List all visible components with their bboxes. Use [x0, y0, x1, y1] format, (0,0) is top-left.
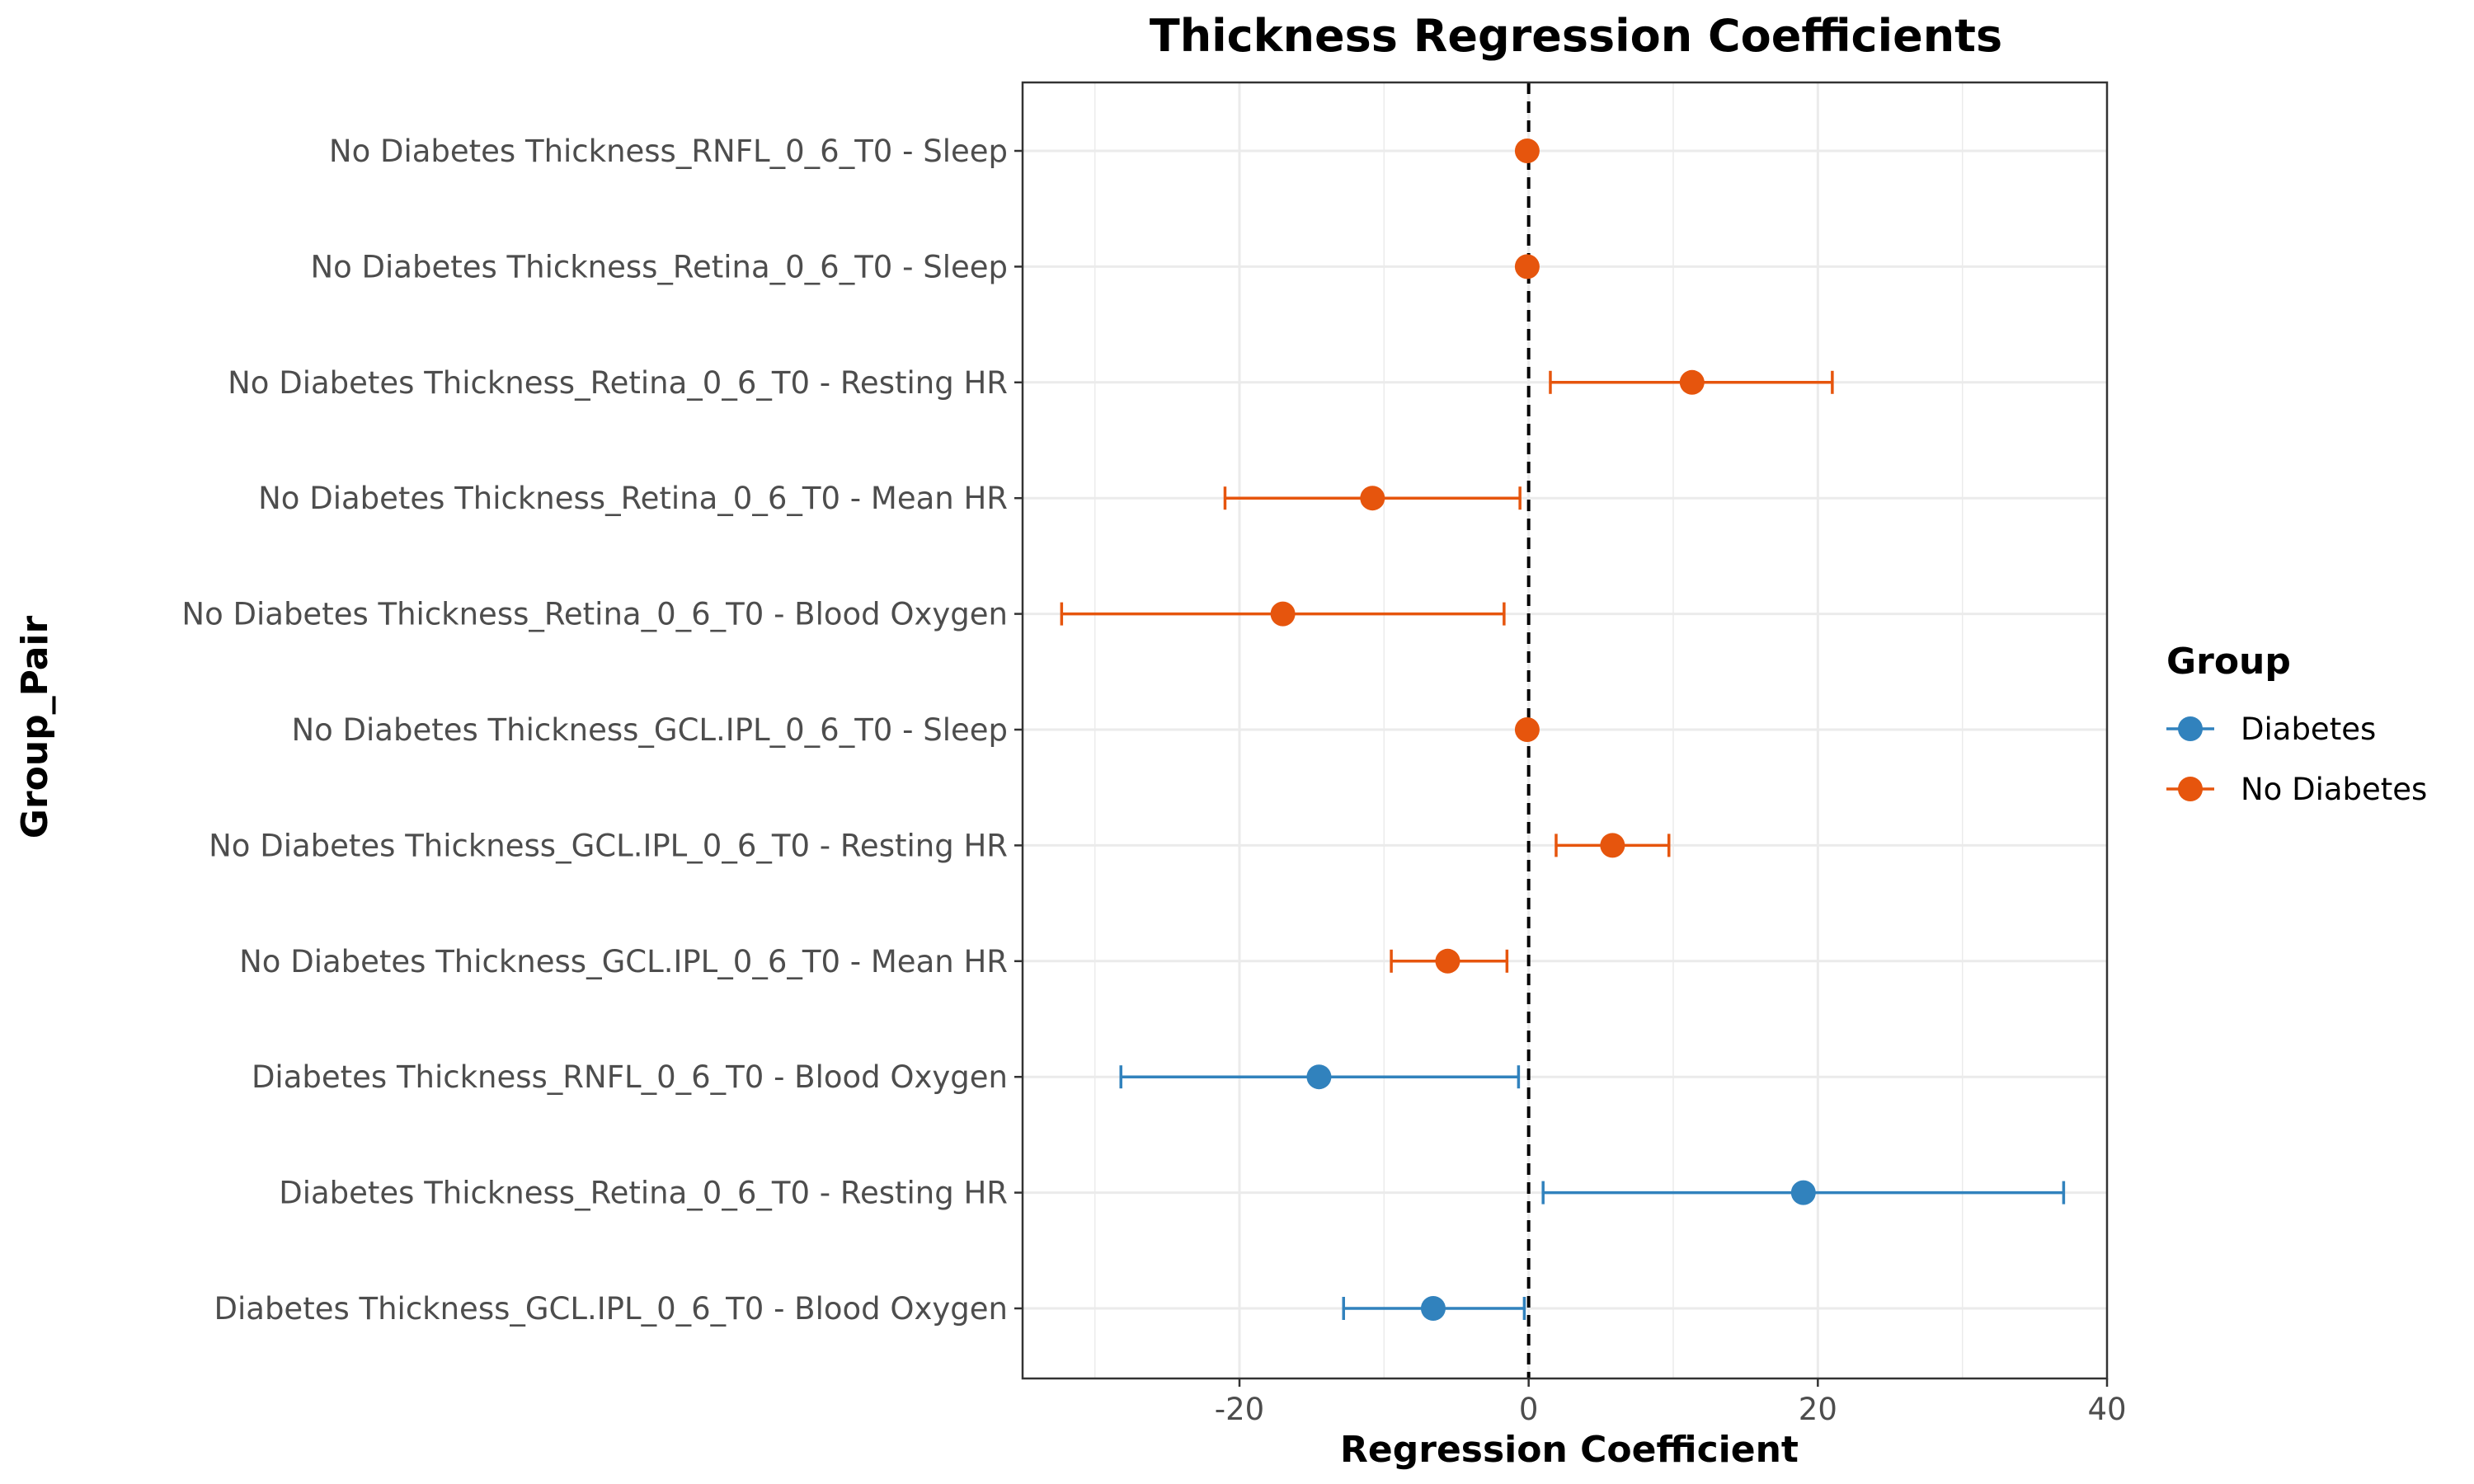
estimate-point — [1435, 949, 1460, 974]
y-tick-label: Diabetes Thickness_GCL.IPL_0_6_T0 - Bloo… — [214, 1291, 1009, 1327]
legend-title: Group — [2166, 641, 2291, 683]
y-axis-title: Group_Pair — [14, 616, 56, 839]
chart-title: Thickness Regression Coefficients — [1150, 10, 2002, 62]
legend-key — [2166, 716, 2214, 741]
x-tick-labels: -20 0 20 40 — [1215, 1378, 2127, 1427]
estimate-point — [1271, 602, 1296, 627]
x-tick-label: 0 — [1519, 1392, 1539, 1427]
estimate-point — [1515, 717, 1540, 742]
y-tick-labels: No Diabetes Thickness_RNFL_0_6_T0 - Slee… — [181, 134, 1023, 1327]
estimate-point — [1515, 254, 1540, 279]
y-tick-label: No Diabetes Thickness_Retina_0_6_T0 - Me… — [258, 481, 1008, 516]
legend-label: Diabetes — [2241, 711, 2376, 747]
estimate-point — [1791, 1181, 1816, 1205]
x-tick-label: 40 — [2087, 1392, 2126, 1427]
y-tick-label: No Diabetes Thickness_Retina_0_6_T0 - Sl… — [310, 249, 1008, 284]
estimate-point — [1515, 139, 1540, 163]
data-row — [1515, 139, 1540, 163]
y-tick-label: No Diabetes Thickness_Retina_0_6_T0 - Re… — [228, 365, 1008, 401]
estimate-point — [1306, 1064, 1331, 1089]
y-tick-label: No Diabetes Thickness_RNFL_0_6_T0 - Slee… — [329, 134, 1008, 169]
estimate-point — [1680, 370, 1705, 395]
estimate-point — [1421, 1296, 1446, 1321]
legend-key — [2166, 777, 2214, 801]
data-row — [1515, 254, 1540, 279]
legend-key-point — [2178, 716, 2203, 741]
legend: Group Diabetes No Diabetes — [2166, 641, 2427, 807]
y-tick-label: No Diabetes Thickness_GCL.IPL_0_6_T0 - S… — [291, 712, 1008, 748]
y-tick-label: No Diabetes Thickness_Retina_0_6_T0 - Bl… — [181, 597, 1008, 632]
legend-key-point — [2178, 777, 2203, 801]
estimate-point — [1360, 486, 1385, 510]
x-tick-label: 20 — [1799, 1392, 1837, 1427]
estimate-point — [1600, 833, 1625, 857]
x-tick-label: -20 — [1215, 1392, 1264, 1427]
y-tick-label: Diabetes Thickness_RNFL_0_6_T0 - Blood O… — [252, 1059, 1008, 1095]
x-axis-title: Regression Coefficient — [1340, 1429, 1799, 1471]
y-tick-label: No Diabetes Thickness_GCL.IPL_0_6_T0 - M… — [239, 944, 1008, 979]
y-tick-label: No Diabetes Thickness_GCL.IPL_0_6_T0 - R… — [209, 828, 1008, 863]
data-row — [1515, 717, 1540, 742]
legend-label: No Diabetes — [2241, 772, 2427, 807]
y-tick-label: Diabetes Thickness_Retina_0_6_T0 - Resti… — [279, 1176, 1008, 1211]
plot-panel — [1023, 82, 2107, 1378]
